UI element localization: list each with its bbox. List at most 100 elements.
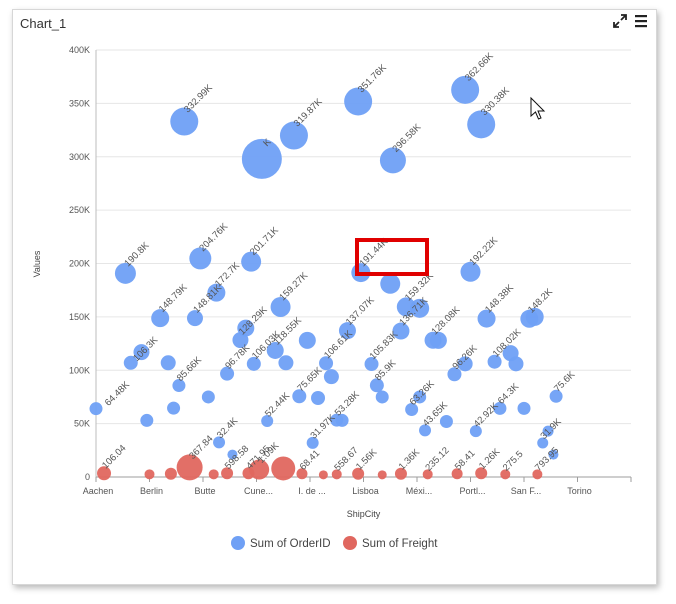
legend-label: Sum of Freight (362, 538, 438, 550)
bubble (97, 466, 112, 481)
bubble (241, 138, 282, 179)
bubble (221, 467, 234, 480)
chart-panel: Chart_1 (12, 9, 657, 585)
data-label: 32.4K (215, 415, 241, 441)
data-label: 64.48K (103, 379, 133, 409)
data-label: 42.92K (472, 400, 502, 430)
bubble (241, 251, 262, 272)
data-label: 31.9K (538, 416, 564, 442)
bubble (394, 467, 407, 480)
bubble (114, 262, 136, 284)
bubble (487, 354, 502, 369)
data-label: 1.26K (477, 446, 503, 472)
bubble (537, 437, 549, 449)
bubble (338, 322, 356, 340)
legend-marker (231, 536, 245, 550)
data-label: 330.38K (479, 85, 512, 118)
bubble (318, 470, 328, 480)
bubble (542, 425, 554, 437)
bubble (213, 436, 226, 449)
bubble (451, 75, 480, 104)
bubble (160, 355, 176, 371)
bubble (266, 341, 284, 359)
data-label: 31.97K (309, 412, 339, 442)
bubble (331, 469, 342, 480)
bubble (469, 425, 482, 438)
bubble (375, 390, 389, 404)
y-tick-label: 150K (69, 312, 90, 322)
highlight-box (355, 238, 429, 276)
bubble (429, 331, 447, 349)
data-label: 1.36K (397, 447, 423, 473)
bubble (460, 261, 481, 282)
data-label: 201.71K (248, 225, 281, 258)
bubble (189, 247, 212, 270)
bubble (369, 378, 384, 393)
bubble (133, 344, 150, 361)
bubble (207, 283, 226, 302)
data-label: 85.66K (175, 354, 205, 384)
bubble (410, 298, 430, 318)
bubble (246, 356, 261, 371)
data-label: 137.07K (344, 294, 377, 327)
bubble (306, 436, 319, 449)
y-axis-title: Values (32, 250, 42, 277)
bubble (377, 470, 387, 480)
expand-arrows-icon[interactable] (612, 13, 628, 29)
bubble (467, 110, 496, 139)
y-tick-label: 300K (69, 152, 90, 162)
legend-item[interactable]: Sum of OrderID (231, 536, 331, 550)
x-tick-label: Méxi... (406, 486, 433, 496)
bubble (208, 469, 219, 480)
bubble (151, 309, 170, 328)
y-tick-label: 250K (69, 205, 90, 215)
bubble (548, 449, 559, 460)
hamburger-menu-icon[interactable] (633, 13, 649, 29)
x-tick-label: San F... (511, 486, 542, 496)
data-label: 106.04 (100, 443, 128, 471)
bubble (517, 401, 531, 415)
bubble (167, 401, 181, 415)
bubble (380, 273, 401, 294)
data-label: 148.79K (157, 282, 190, 315)
data-label: 367.84 (187, 433, 215, 461)
data-label: 332.99K (182, 82, 215, 115)
y-tick-label: 0 (85, 472, 90, 482)
data-label: 362.66K (463, 50, 496, 83)
bubble (227, 449, 238, 460)
bubble (292, 389, 307, 404)
bubble (364, 357, 379, 372)
x-tick-label: Portl... (459, 486, 485, 496)
data-label: 75.6K (552, 369, 578, 395)
chart-legend: Sum of OrderID Sum of Freight (231, 536, 438, 550)
data-label: 190.8K (122, 240, 152, 270)
chart-bubbles (89, 75, 563, 481)
x-tick-label: Lisboa (352, 486, 379, 496)
bubble (170, 107, 199, 136)
bubble (335, 413, 349, 427)
data-label: 351.76K (356, 62, 389, 95)
bubble (413, 390, 427, 404)
data-label: 172.7K (213, 260, 243, 290)
data-label: 52.44K (263, 390, 293, 420)
bubble (532, 469, 543, 480)
bubble (270, 296, 291, 317)
bubble (500, 469, 511, 480)
bubble (172, 379, 186, 393)
data-label: 64.3K (496, 381, 522, 407)
x-tick-label: Butte (194, 486, 215, 496)
x-tick-label: Cune... (244, 486, 273, 496)
data-label: 128.08K (430, 304, 463, 337)
bubble (549, 389, 563, 403)
legend-item[interactable]: Sum of Freight (343, 536, 438, 550)
bubble (457, 356, 473, 372)
legend-marker (343, 536, 357, 550)
bubble (89, 402, 103, 416)
bubble (123, 355, 138, 370)
bubble (525, 307, 544, 326)
data-label: 53.28K (333, 389, 363, 419)
bubble (475, 467, 488, 480)
y-tick-label: 400K (69, 45, 90, 55)
bubble (261, 415, 274, 428)
